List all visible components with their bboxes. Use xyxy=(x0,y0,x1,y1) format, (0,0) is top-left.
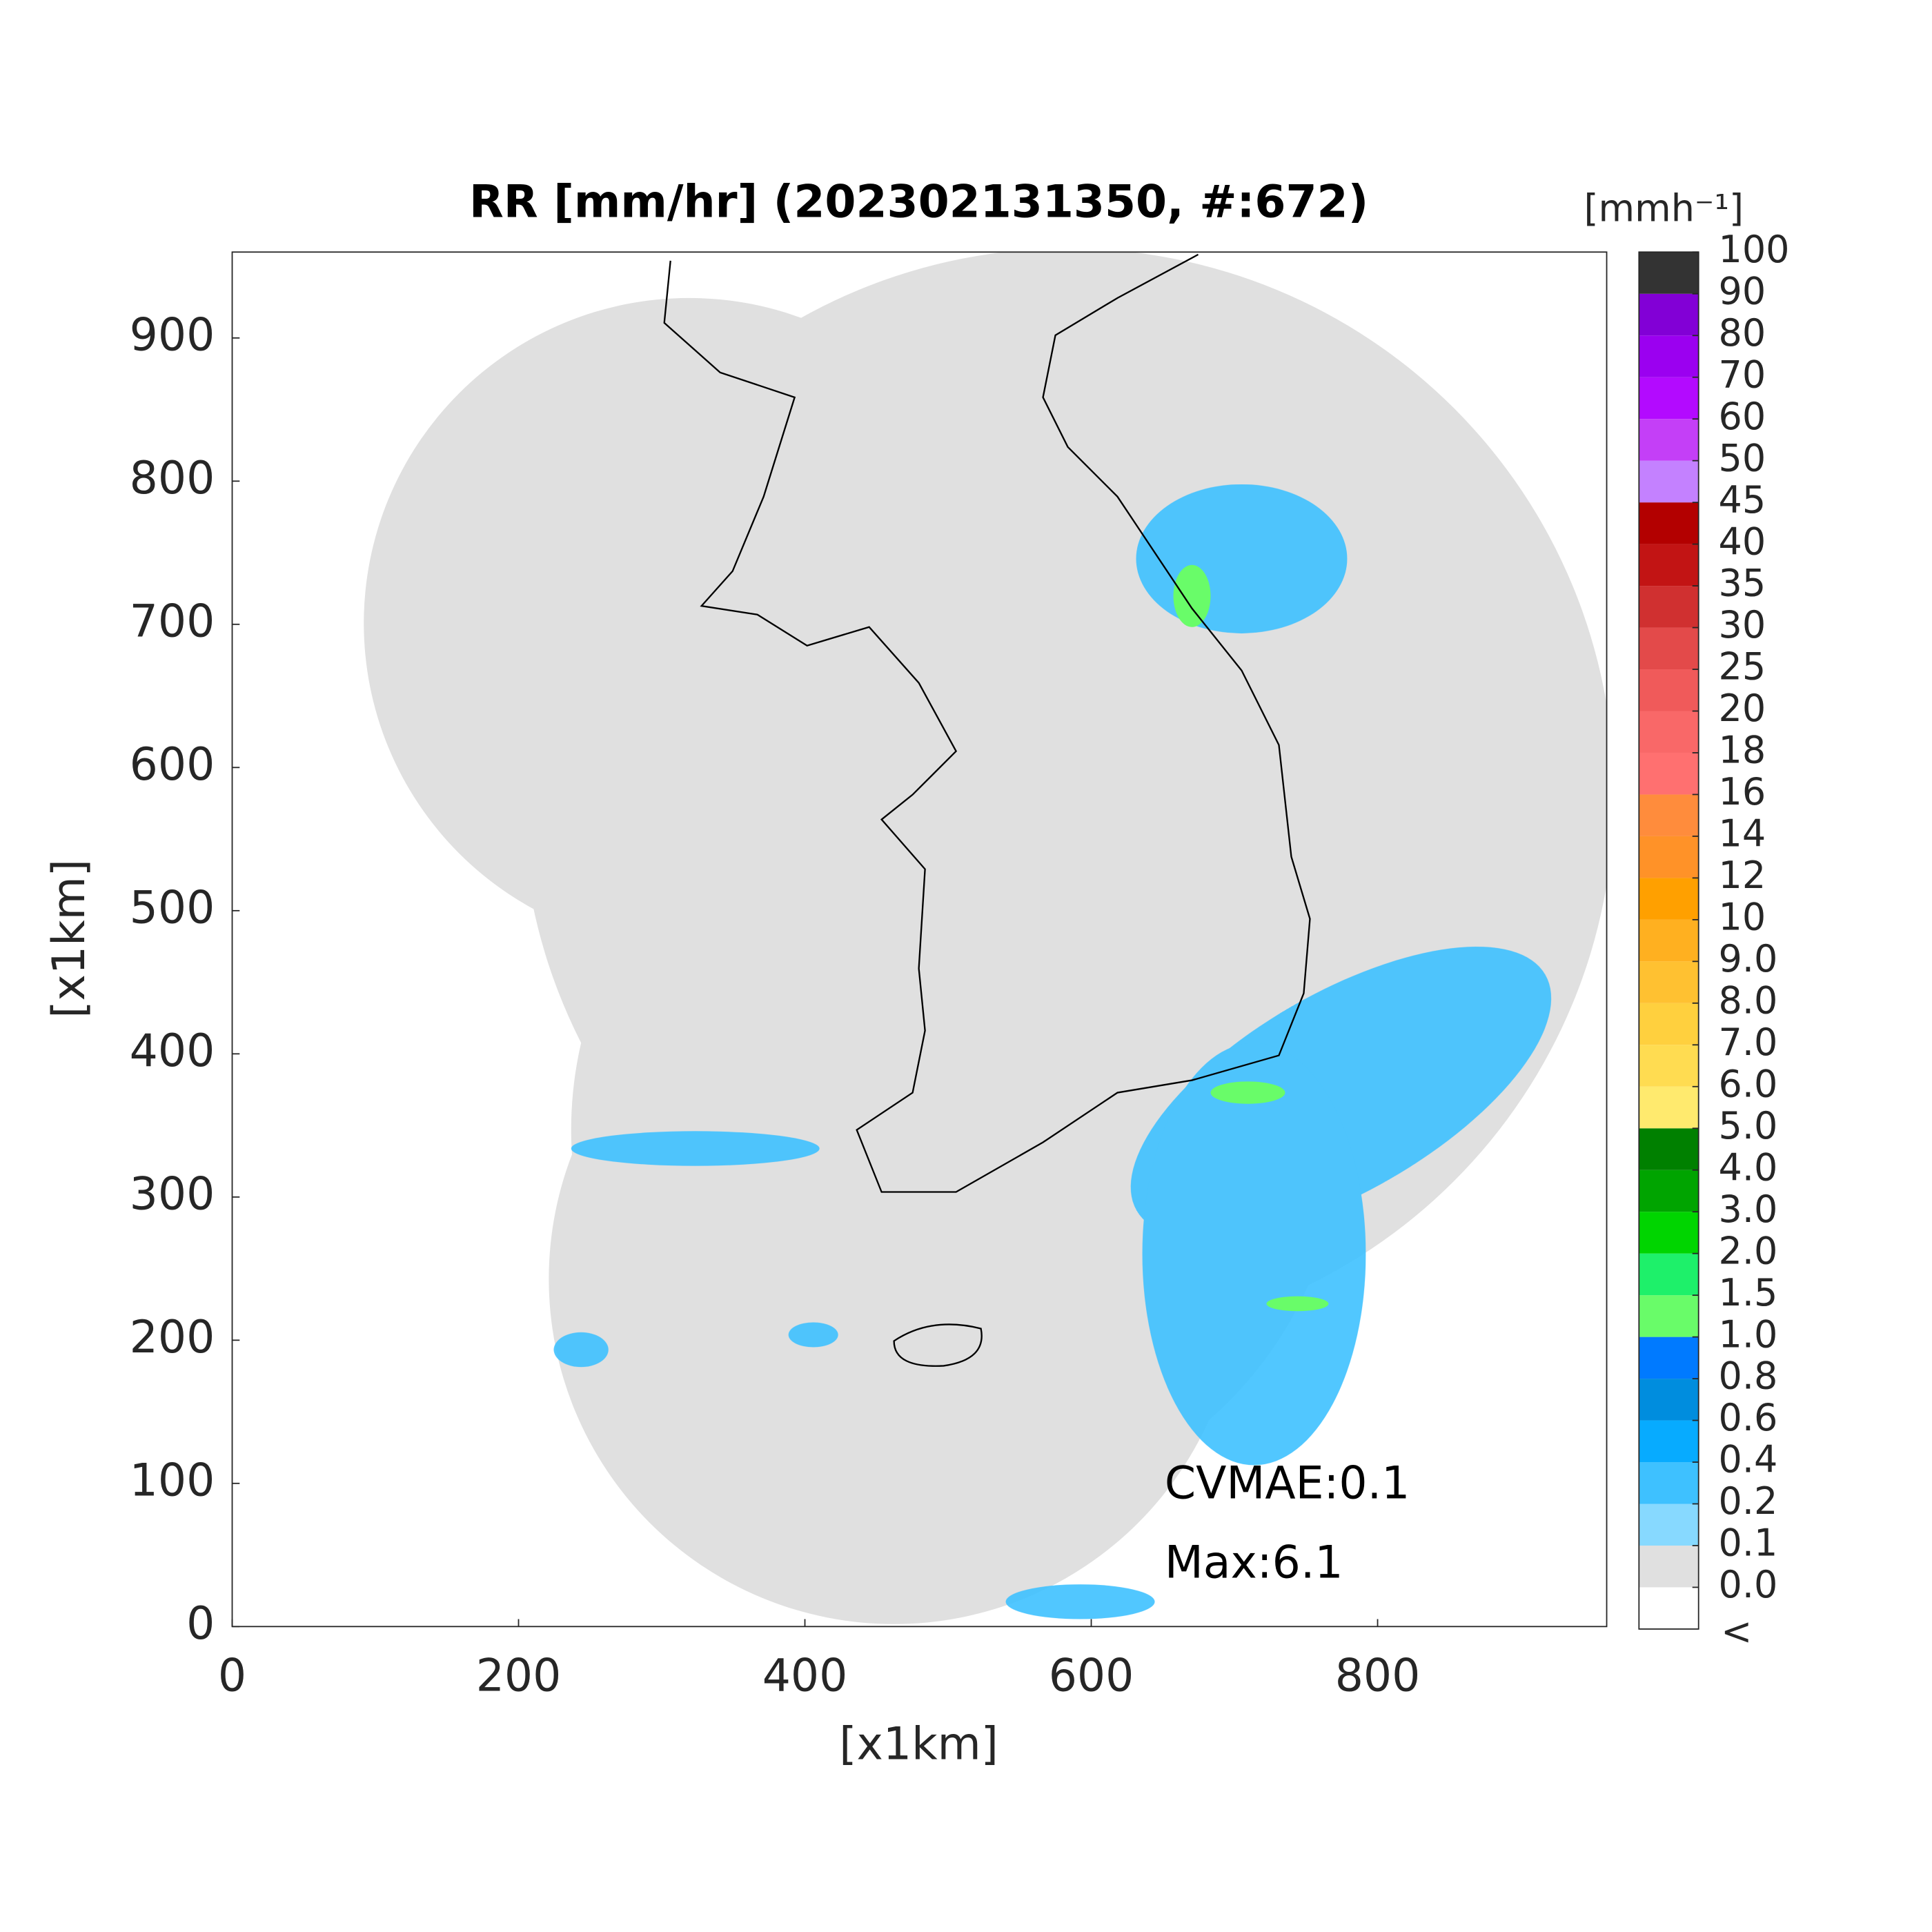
colorbar-tick-label: 0.6 xyxy=(1718,1396,1777,1439)
colorbar-box xyxy=(1639,419,1699,461)
colorbar-box xyxy=(1639,1462,1699,1504)
colorbar-box xyxy=(1639,460,1699,503)
colorbar-box xyxy=(1639,794,1699,836)
colorbar-box xyxy=(1639,1045,1699,1087)
colorbar-box xyxy=(1639,1420,1699,1463)
colorbar-tick-label: 35 xyxy=(1718,562,1766,605)
colorbar-tick-label: 1.5 xyxy=(1718,1271,1777,1314)
colorbar-tick-label: 80 xyxy=(1718,311,1766,355)
colorbar-box xyxy=(1639,502,1699,544)
colorbar-box xyxy=(1639,919,1699,962)
rain-echo xyxy=(553,484,1552,1619)
y-tick-label: 900 xyxy=(130,309,215,361)
colorbar-title: [mmh⁻¹] xyxy=(1584,187,1744,230)
y-tick-label: 400 xyxy=(130,1025,215,1077)
x-tick-label: 400 xyxy=(762,1650,848,1702)
colorbar-box xyxy=(1639,1170,1699,1212)
colorbar-box xyxy=(1639,335,1699,377)
y-tick-label: 500 xyxy=(130,882,215,934)
y-tick-label: 600 xyxy=(130,739,215,791)
colorbar-box xyxy=(1639,377,1699,420)
colorbar-box xyxy=(1639,669,1699,711)
colorbar-box xyxy=(1639,1545,1699,1588)
colorbar-box xyxy=(1639,878,1699,920)
colorbar-tick-label: 2.0 xyxy=(1718,1229,1777,1272)
colorbar-tick-label: 4.0 xyxy=(1718,1145,1777,1189)
y-tick-label: 300 xyxy=(130,1168,215,1220)
colorbar-tick-label: 20 xyxy=(1718,687,1766,730)
colorbar-tick-label: 9.0 xyxy=(1718,937,1777,980)
colorbar-under-label: < xyxy=(1721,1610,1752,1653)
x-tick-label: 800 xyxy=(1335,1650,1421,1702)
x-tick-label: 600 xyxy=(1049,1650,1134,1702)
annotation: CVMAE:0.1 xyxy=(1165,1458,1410,1510)
colorbar-tick-label: 14 xyxy=(1718,812,1766,856)
colorbar-tick-label: 8.0 xyxy=(1718,978,1777,1022)
colorbar-box xyxy=(1639,1128,1699,1170)
colorbar-tick-label: 16 xyxy=(1718,770,1766,814)
colorbar-box xyxy=(1639,1337,1699,1379)
colorbar-box xyxy=(1639,1253,1699,1296)
colorbar-tick-label: 10 xyxy=(1718,896,1766,939)
colorbar-box xyxy=(1639,252,1699,294)
colorbar-box xyxy=(1639,293,1699,336)
colorbar-box xyxy=(1639,627,1699,670)
coastline xyxy=(663,253,1311,1367)
colorbar-box xyxy=(1639,1504,1699,1546)
colorbar-frame xyxy=(1638,251,1699,1630)
colorbar-box xyxy=(1639,544,1699,586)
colorbar-tick-label: 7.0 xyxy=(1718,1021,1777,1064)
annotation: Max:6.1 xyxy=(1165,1537,1343,1589)
colorbar-tick-label: 60 xyxy=(1718,395,1766,438)
colorbar-tick-label: 0.2 xyxy=(1718,1479,1777,1523)
y-tick-label: 800 xyxy=(130,453,215,504)
colorbar-box xyxy=(1639,752,1699,795)
chart-title: RR [mm/hr] (202302131350, #:672) xyxy=(469,176,1368,228)
colorbar-box xyxy=(1639,1212,1699,1254)
colorbar-tick-label: 1.0 xyxy=(1718,1312,1777,1356)
colorbar-tick-label: 0.4 xyxy=(1718,1438,1777,1481)
y-tick-label: 0 xyxy=(186,1598,215,1650)
y-tick-label: 200 xyxy=(130,1312,215,1363)
y-axis-label: [x1km] xyxy=(43,859,95,1018)
y-tick-label: 700 xyxy=(130,595,215,647)
colorbar-tick-label: 0.0 xyxy=(1718,1563,1777,1606)
colorbar-tick-label: 30 xyxy=(1718,603,1766,647)
colorbar-tick-label: 18 xyxy=(1718,729,1766,772)
colorbar-tick-label: 45 xyxy=(1718,478,1766,522)
colorbar-tick-label: 3.0 xyxy=(1718,1187,1777,1231)
colorbar-tick-label: 6.0 xyxy=(1718,1062,1777,1105)
colorbar-tick-label: 90 xyxy=(1718,269,1766,313)
colorbar-tick-label: 70 xyxy=(1718,353,1766,396)
colorbar-box xyxy=(1639,961,1699,1003)
colorbar-box xyxy=(1639,586,1699,628)
colorbar-tick-label: 0.1 xyxy=(1718,1521,1777,1565)
x-tick-label: 200 xyxy=(476,1650,562,1702)
colorbar-tick-label: 100 xyxy=(1718,228,1789,271)
colorbar-tick-label: 12 xyxy=(1718,854,1766,897)
colorbar-tick-label: 0.8 xyxy=(1718,1354,1777,1398)
colorbar-box xyxy=(1639,1379,1699,1421)
y-tick-label: 100 xyxy=(130,1455,215,1506)
x-tick-label: 0 xyxy=(218,1650,246,1702)
rain-echo-strong xyxy=(1173,564,1329,1312)
colorbar-box xyxy=(1639,1003,1699,1045)
colorbar-box xyxy=(1639,1086,1699,1129)
colorbar-tick-label: 25 xyxy=(1718,645,1766,689)
colorbar-box xyxy=(1639,1587,1699,1629)
colorbar-box xyxy=(1639,1295,1699,1337)
axes-frame xyxy=(231,251,1608,1628)
colorbar-tick-label: 40 xyxy=(1718,520,1766,563)
colorbar-tick-label: 5.0 xyxy=(1718,1104,1777,1147)
x-axis-label: [x1km] xyxy=(839,1718,998,1770)
colorbar-box xyxy=(1639,836,1699,878)
colorbar-tick-label: 50 xyxy=(1718,436,1766,480)
colorbar-box xyxy=(1639,711,1699,753)
radar-coverage xyxy=(364,252,1607,1624)
